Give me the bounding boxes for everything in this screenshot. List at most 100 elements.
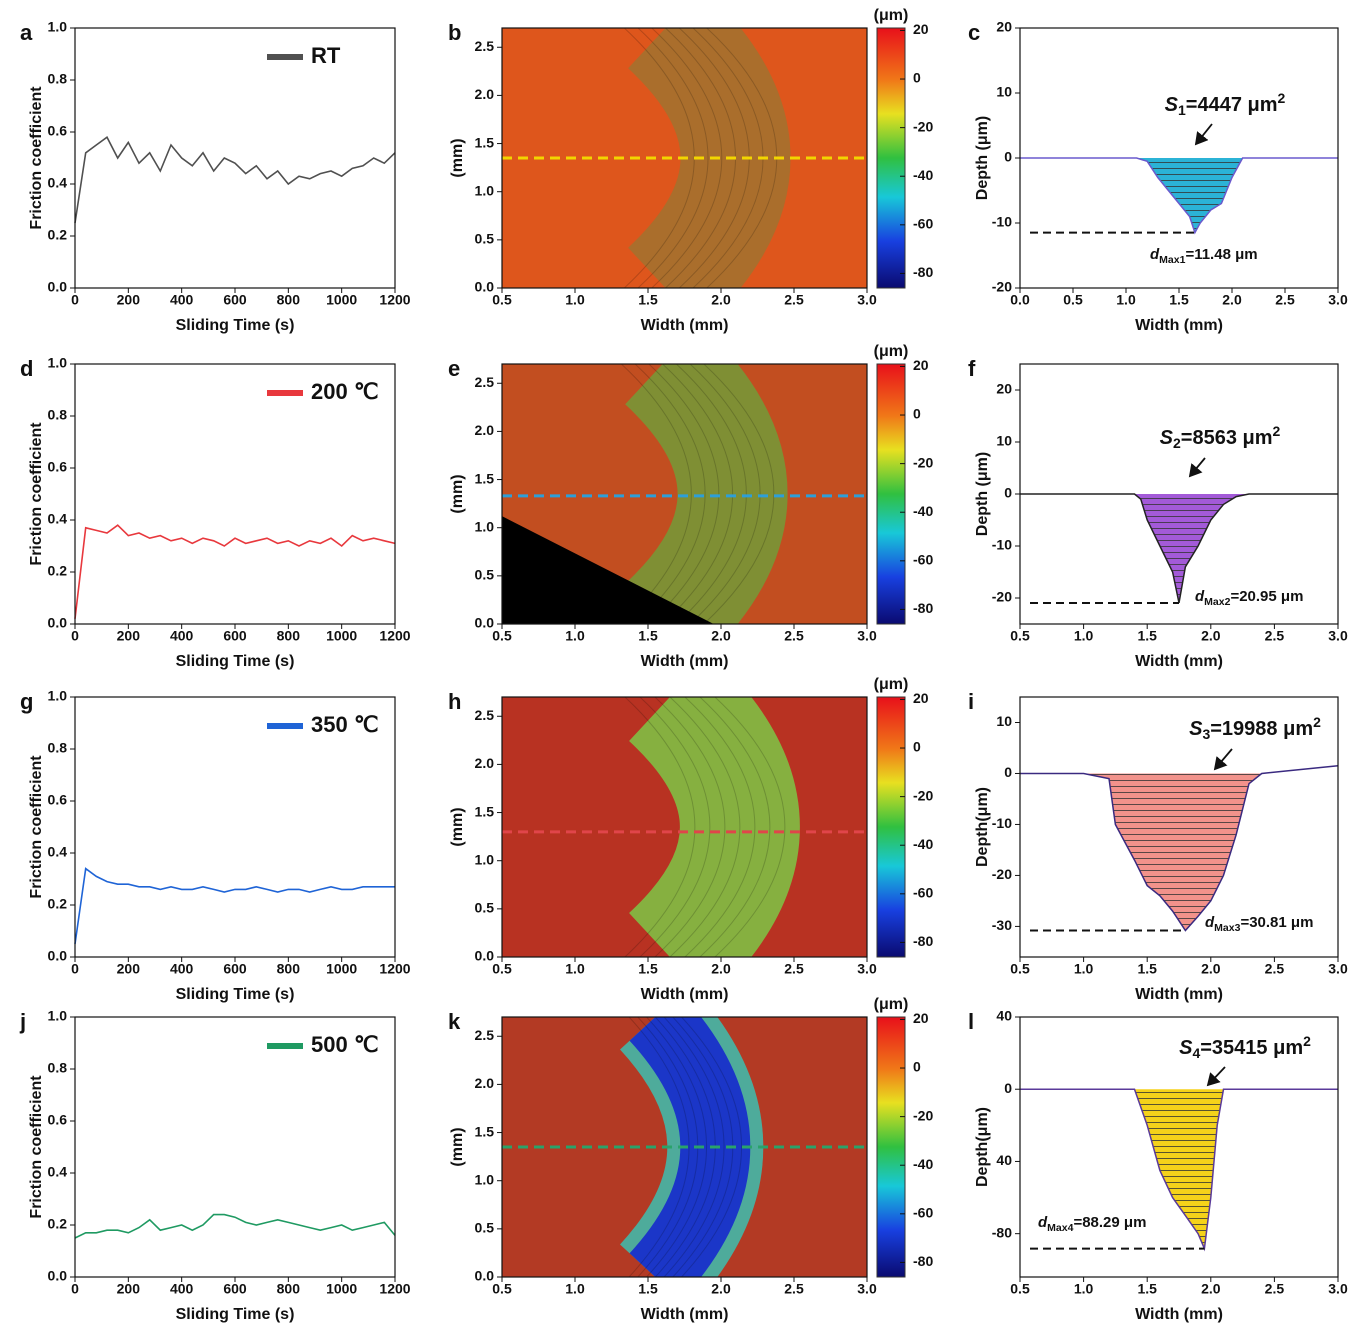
y-tick-label: 1.0: [48, 19, 68, 35]
x-tick-label: 2.5: [784, 628, 804, 644]
track-groove: [689, 364, 761, 624]
x-tick-label: 3.0: [1328, 628, 1348, 644]
x-tick-label: 3.0: [857, 292, 877, 308]
y-tick-label: -10: [992, 815, 1012, 831]
x-tick-label: 200: [117, 292, 141, 308]
track-groove: [639, 697, 711, 957]
panel-letter: g: [20, 689, 33, 714]
y-tick-label: 10: [996, 84, 1012, 100]
x-tick-label: 800: [277, 628, 301, 644]
depth-profile: [1020, 157, 1338, 235]
x-tick-label: 1.5: [638, 292, 658, 308]
x-tick-label: 2.0: [711, 1281, 731, 1297]
panel-letter: k: [448, 1009, 461, 1034]
legend-label: 200 ℃: [311, 379, 379, 404]
y-tick-label: 0.2: [48, 563, 68, 579]
colorbar-tick-label: -40: [913, 836, 933, 852]
panel-letter: d: [20, 356, 33, 381]
x-axis-label: Sliding Time (s): [176, 1306, 295, 1323]
area-label-part: S: [1165, 94, 1179, 116]
panel-letter: e: [448, 356, 460, 381]
area-arrow: [1213, 748, 1233, 771]
y-axis-label: (mm): [449, 474, 466, 513]
depth-label-part: d: [1195, 588, 1205, 605]
x-tick-label: 200: [117, 961, 141, 977]
area-label-part: 2: [1278, 90, 1286, 106]
friction-line: [74, 1213, 396, 1239]
depth-label-part: d: [1038, 1214, 1048, 1231]
legend-label: 500 ℃: [311, 1032, 379, 1057]
x-tick-label: 1.5: [638, 628, 658, 644]
x-axis-label: Width (mm): [1135, 653, 1223, 670]
y-tick-label: -20: [992, 589, 1012, 605]
y-tick-label: 2.0: [475, 755, 495, 771]
track-groove: [676, 364, 747, 624]
y-tick-label: 0.8: [48, 740, 68, 756]
x-tick-label: 400: [170, 292, 194, 308]
y-tick-label: 0: [1004, 764, 1012, 780]
y-tick-label: 0.0: [48, 279, 68, 295]
plot-frame: [1019, 696, 1339, 958]
x-axis-label: Width (mm): [641, 986, 729, 1003]
x-tick-label: 1.0: [1074, 628, 1094, 644]
colorbar: [876, 27, 906, 289]
x-tick-label: 2.0: [711, 292, 731, 308]
colorbar-tick-label: 0: [913, 406, 921, 422]
plot-frame: [501, 696, 868, 958]
wear-area-hatch: [1083, 773, 1262, 931]
y-tick-label: 1.0: [48, 355, 68, 371]
panel-letter: l: [968, 1009, 974, 1034]
y-tick-label: 0.4: [48, 1164, 68, 1180]
colorbar-tick-label: -80: [913, 264, 933, 280]
depth-label: dMax1=11.48 μm: [1150, 246, 1258, 266]
x-tick-label: 1.5: [638, 961, 658, 977]
x-tick-label: 2.5: [784, 292, 804, 308]
area-label-part: S: [1160, 427, 1174, 449]
y-tick-label: -30: [992, 917, 1012, 933]
colorbar-label: (μm): [874, 996, 909, 1013]
y-tick-label: 40: [996, 1008, 1012, 1024]
x-tick-label: 2.5: [1265, 961, 1285, 977]
area-label-part: 2: [1273, 423, 1281, 439]
x-tick-label: 800: [277, 1281, 301, 1297]
x-tick-label: 2.5: [784, 961, 804, 977]
y-tick-label: 2.0: [475, 422, 495, 438]
area-label: S3=19988 μm2: [1189, 714, 1321, 742]
x-tick-label: 3.0: [1328, 1281, 1348, 1297]
x-tick-label: 2.5: [1265, 628, 1285, 644]
colorbar-tick-label: -20: [913, 1107, 933, 1123]
colorbar-tick-label: -80: [913, 1253, 933, 1269]
area-arrow: [1194, 123, 1213, 146]
panel-letter: a: [20, 20, 33, 45]
y-axis-label: Friction coefficient: [28, 86, 45, 230]
x-tick-label: 400: [170, 628, 194, 644]
depth-label-part: Max4: [1047, 1222, 1073, 1234]
track-groove: [681, 1017, 743, 1277]
colorbar-tick-label: -20: [913, 787, 933, 803]
x-axis-label: Sliding Time (s): [176, 317, 295, 334]
colorbar-tick-label: -60: [913, 1205, 933, 1221]
colorbar-tick-label: -60: [913, 552, 933, 568]
y-tick-label: 0.2: [48, 896, 68, 912]
y-tick-label: 2.5: [475, 374, 495, 390]
wear-area-hatch: [1134, 494, 1249, 603]
y-tick-label: 0: [1004, 485, 1012, 501]
x-tick-label: 1000: [326, 1281, 357, 1297]
colorbar-tick-label: -20: [913, 118, 933, 134]
colorbar-tick-label: -40: [913, 503, 933, 519]
y-tick-label: 0.6: [48, 792, 68, 808]
x-tick-label: 200: [117, 628, 141, 644]
y-axis-label: Depth(μm): [974, 787, 991, 867]
y-tick-label: 0.5: [475, 231, 495, 247]
y-tick-label: 10: [996, 433, 1012, 449]
x-tick-label: 0: [71, 292, 79, 308]
depth-label-part: Max1: [1159, 254, 1185, 266]
x-tick-label: 3.0: [1328, 292, 1348, 308]
x-tick-label: 1000: [326, 292, 357, 308]
depth-label: dMax4=88.29 μm: [1038, 1214, 1146, 1234]
x-tick-label: 0.5: [1063, 292, 1083, 308]
y-tick-label: 1.5: [475, 1123, 495, 1139]
y-tick-label: 0.8: [48, 407, 68, 423]
colorbar: [876, 363, 906, 625]
